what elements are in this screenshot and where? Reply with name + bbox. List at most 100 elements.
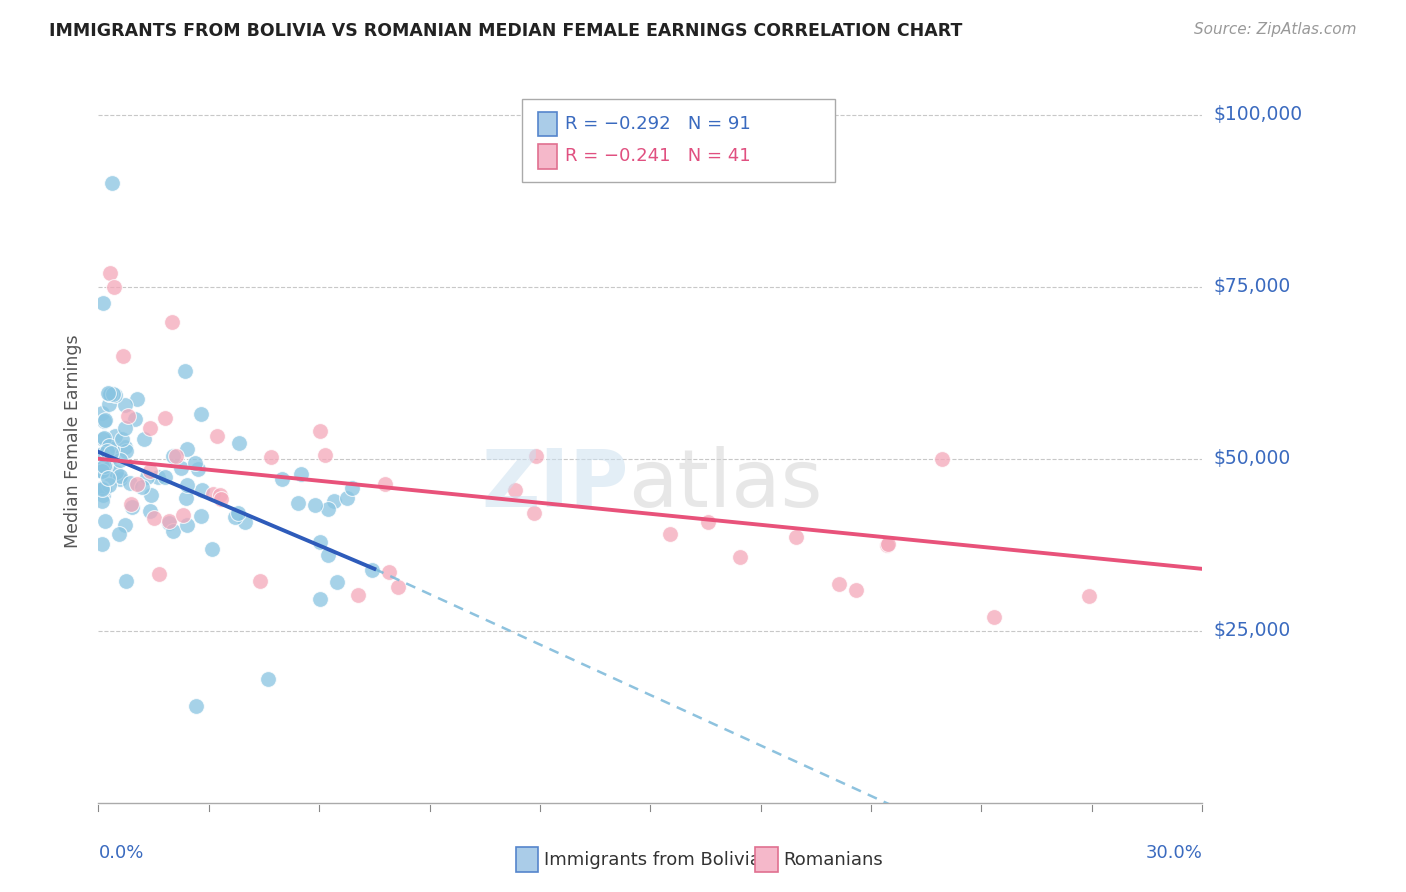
Point — [97, 386, 120, 401]
Point — [124, 411, 146, 425]
Point — [91, 459, 114, 474]
Point — [162, 449, 184, 463]
Point — [127, 392, 149, 407]
Point — [101, 387, 124, 401]
Point — [785, 530, 807, 544]
Point — [114, 518, 136, 533]
Point — [98, 458, 121, 473]
Point — [308, 592, 330, 607]
Text: Romanians: Romanians — [783, 851, 883, 869]
Text: $100,000: $100,000 — [1213, 105, 1302, 124]
Point — [190, 407, 212, 421]
Point — [93, 483, 115, 497]
Point — [308, 424, 330, 438]
Point — [228, 436, 250, 450]
Point — [131, 480, 153, 494]
Point — [387, 581, 409, 595]
Point — [374, 476, 396, 491]
Point — [94, 458, 117, 473]
Point — [108, 469, 131, 483]
Point — [98, 266, 121, 280]
Point — [98, 439, 121, 453]
Point — [91, 482, 114, 496]
Point — [93, 296, 115, 310]
Point — [108, 452, 131, 467]
Text: Source: ZipAtlas.com: Source: ZipAtlas.com — [1194, 22, 1357, 37]
Point — [162, 524, 184, 539]
Point — [114, 440, 136, 454]
Point — [96, 443, 118, 458]
Point — [101, 442, 124, 456]
Text: atlas: atlas — [628, 446, 823, 524]
Point — [304, 498, 326, 512]
Point — [148, 566, 170, 581]
Point — [93, 488, 115, 502]
Point — [160, 315, 183, 329]
Point — [176, 477, 198, 491]
Point — [173, 364, 195, 378]
Point — [184, 456, 207, 470]
Point — [100, 446, 122, 460]
Point — [174, 491, 197, 505]
Point — [111, 432, 134, 446]
Point — [120, 476, 142, 491]
Point — [93, 414, 115, 428]
Text: $75,000: $75,000 — [1213, 277, 1291, 296]
Point — [316, 548, 339, 562]
Point — [202, 487, 225, 501]
Point — [1078, 590, 1101, 604]
Point — [828, 576, 851, 591]
Point — [91, 464, 114, 478]
Point — [260, 450, 283, 465]
Point — [308, 534, 330, 549]
Point — [146, 469, 169, 483]
Point — [176, 517, 198, 532]
Point — [187, 461, 209, 475]
Point — [91, 537, 114, 551]
Point — [93, 458, 115, 473]
Point — [270, 472, 292, 486]
Text: 0.0%: 0.0% — [98, 844, 143, 862]
Point — [347, 588, 370, 602]
Point — [139, 488, 162, 502]
Point — [101, 177, 124, 191]
Point — [190, 509, 212, 524]
Point — [93, 432, 115, 446]
Point — [104, 388, 127, 402]
Text: R = −0.241   N = 41: R = −0.241 N = 41 — [565, 147, 751, 165]
Y-axis label: Median Female Earnings: Median Female Earnings — [65, 334, 83, 549]
Point — [323, 494, 346, 508]
Point — [132, 432, 155, 446]
Point — [117, 409, 139, 423]
Point — [360, 564, 382, 578]
Point — [316, 501, 339, 516]
Point — [91, 406, 114, 420]
Point — [205, 429, 228, 443]
Point — [523, 506, 546, 520]
Point — [104, 428, 127, 442]
Point — [503, 483, 526, 497]
Point — [340, 482, 363, 496]
Point — [224, 510, 246, 524]
Point — [91, 494, 114, 508]
Point — [115, 443, 138, 458]
Text: $50,000: $50,000 — [1213, 450, 1291, 468]
Point — [97, 397, 120, 411]
Point — [983, 610, 1005, 624]
Point — [155, 411, 177, 425]
Point — [121, 500, 143, 514]
Point — [98, 478, 121, 492]
Text: IMMIGRANTS FROM BOLIVIA VS ROMANIAN MEDIAN FEMALE EARNINGS CORRELATION CHART: IMMIGRANTS FROM BOLIVIA VS ROMANIAN MEDI… — [49, 22, 963, 40]
Point — [696, 515, 718, 529]
Point — [845, 583, 868, 598]
Point — [143, 511, 166, 525]
Point — [110, 472, 132, 486]
Point — [287, 496, 309, 510]
Point — [165, 449, 187, 463]
Point — [209, 491, 232, 506]
Text: ZIP: ZIP — [481, 446, 628, 524]
Point — [112, 349, 135, 363]
Point — [172, 508, 194, 523]
Point — [97, 387, 120, 401]
Point — [94, 412, 117, 426]
